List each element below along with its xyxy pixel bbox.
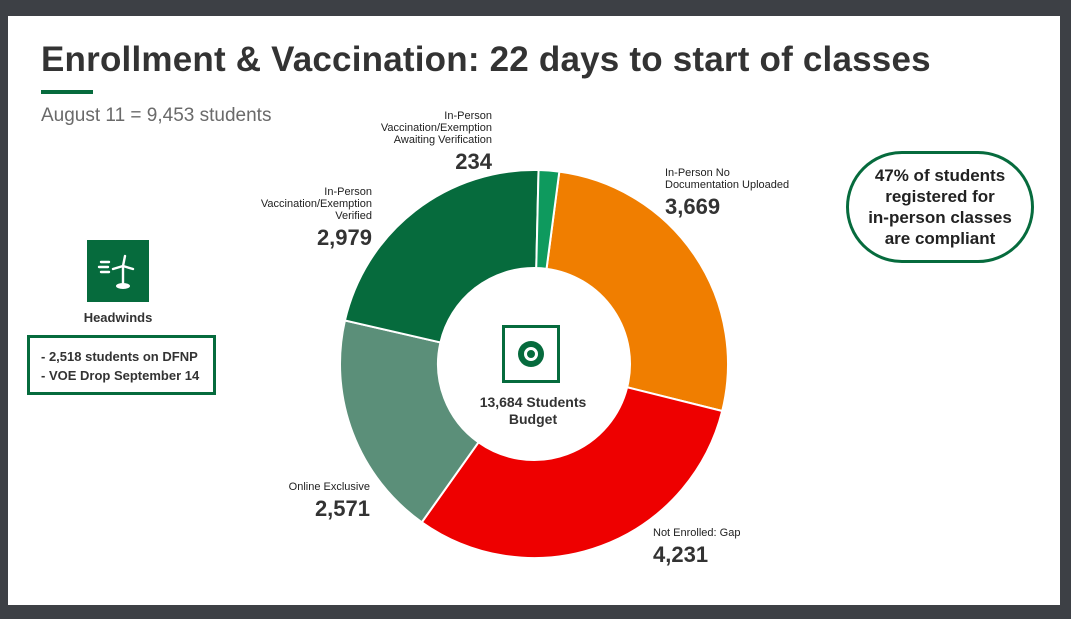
slice-value-label: 3,669 [665,194,720,219]
callout-line: 47% of students [874,166,1006,185]
slice-value-label: 2,571 [315,496,370,521]
center-label-line: 13,684 Students [479,394,587,410]
slice-value-label: 4,231 [653,542,708,567]
center-label: 13,684 Students Budget [453,394,613,428]
donut-slice [343,169,540,344]
slice-label: Not Enrolled: Gap 4,231 [653,527,740,567]
page-title: Enrollment & Vaccination: 22 days to sta… [41,40,931,79]
title-underline [41,90,93,94]
center-label-line: Budget [508,411,558,427]
wind-turbine-icon [87,240,149,302]
slice-value-label: 2,979 [317,225,372,250]
slice-label-text: Verified [335,210,372,222]
donut-slice [545,170,729,413]
slice-label: Online Exclusive 2,571 [289,481,370,521]
donut-slice [420,386,724,559]
slice-label-text: Vaccination/Exemption [381,122,492,134]
callout-line: in-person classes [868,208,1012,227]
slice-label-text: Not Enrolled: Gap [653,527,740,539]
headwinds-item: - VOE Drop September 14 [41,368,200,383]
slice-label-text: Online Exclusive [289,481,370,493]
slice-label-text: In-Person [444,110,492,122]
slice-label-text: In-Person No [665,167,730,179]
subtitle: August 11 = 9,453 students [41,105,272,126]
slice-label-text: Awaiting Verification [394,134,492,146]
donut-slice [339,319,480,524]
slide: Enrollment & Vaccination: 22 days to sta… [8,16,1060,605]
callout-line: registered for [885,187,995,206]
headwinds-label: Headwinds [83,310,153,325]
callout-line: are compliant [884,229,996,248]
compliance-callout: 47% of students registered for in-person… [846,151,1034,263]
headwinds-item: - 2,518 students on DFNP [41,349,198,364]
slice-label-text: Vaccination/Exemption [261,198,372,210]
target-icon [502,325,560,383]
donut-slice [535,169,561,270]
slice-label-text: In-Person [324,186,372,198]
slice-value-label: 234 [455,149,492,174]
headwinds-box: - 2,518 students on DFNP - VOE Drop Sept… [27,335,216,395]
slice-label-text: Documentation Uploaded [665,179,789,191]
